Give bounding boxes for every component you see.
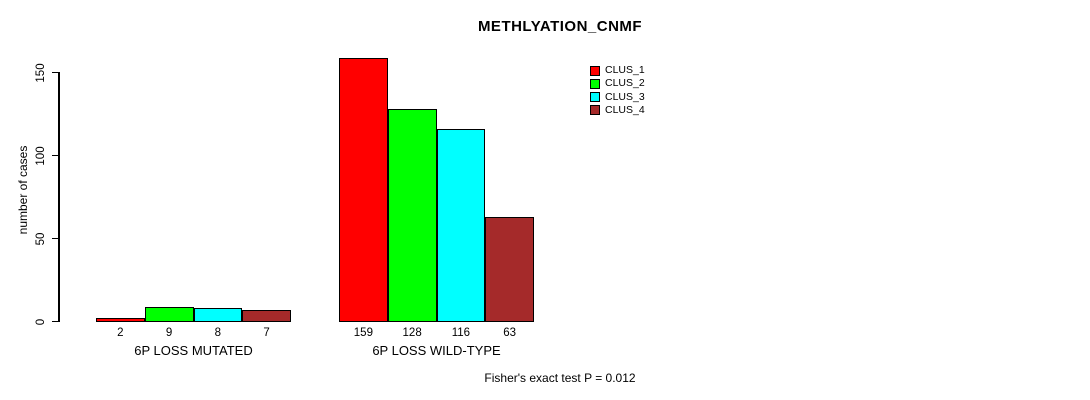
legend-swatch-clus_4	[590, 105, 600, 116]
bar-clus_4-group1	[242, 309, 291, 323]
legend-label-clus_3: CLUS_3	[605, 90, 645, 103]
bar-value-label: 7	[263, 327, 270, 339]
bar-clus_2-group1	[144, 306, 194, 323]
category-label: 6P LOSS MUTATED	[134, 343, 253, 358]
legend-label-clus_4: CLUS_4	[605, 103, 645, 116]
chart-title: METHLYATION_CNMF	[477, 18, 643, 35]
y-tick-mark	[52, 71, 59, 74]
legend-swatch-clus_3	[590, 92, 600, 103]
bar-value-label: 63	[503, 327, 517, 339]
y-axis-label: number of cases	[16, 145, 30, 235]
bar-value-label: 116	[451, 327, 471, 339]
bar-clus_1-group1	[96, 318, 145, 323]
legend-swatch-clus_1	[590, 65, 600, 76]
legend-swatch-clus_2	[590, 78, 600, 89]
y-tick-label: 50	[35, 232, 47, 245]
y-tick-mark	[52, 154, 59, 157]
y-tick-label: 150	[35, 62, 47, 83]
category-label: 6P LOSS WILD-TYPE	[372, 343, 501, 358]
bar-value-label: 8	[214, 327, 222, 339]
legend-label-clus_1: CLUS_1	[605, 64, 645, 76]
bar-clus_1-group2	[339, 57, 388, 323]
bar-value-label: 159	[353, 327, 373, 339]
y-tick-mark	[52, 237, 59, 240]
y-axis-line	[58, 72, 60, 322]
y-tick-label: 100	[35, 145, 47, 166]
bar-value-label: 9	[165, 327, 173, 339]
y-tick-mark	[52, 320, 59, 323]
fisher-test-annotation: Fisher's exact test P = 0.012	[484, 371, 636, 385]
bar-clus_3-group1	[193, 308, 243, 323]
bar-value-label: 2	[117, 327, 124, 339]
bar-clus_3-group2	[436, 128, 486, 323]
bar-clus_4-group2	[485, 216, 534, 323]
legend-label-clus_2: CLUS_2	[605, 77, 645, 90]
y-tick-label: 0	[35, 318, 47, 325]
bar-clus_2-group2	[387, 109, 437, 323]
bar-value-label: 128	[402, 327, 422, 339]
